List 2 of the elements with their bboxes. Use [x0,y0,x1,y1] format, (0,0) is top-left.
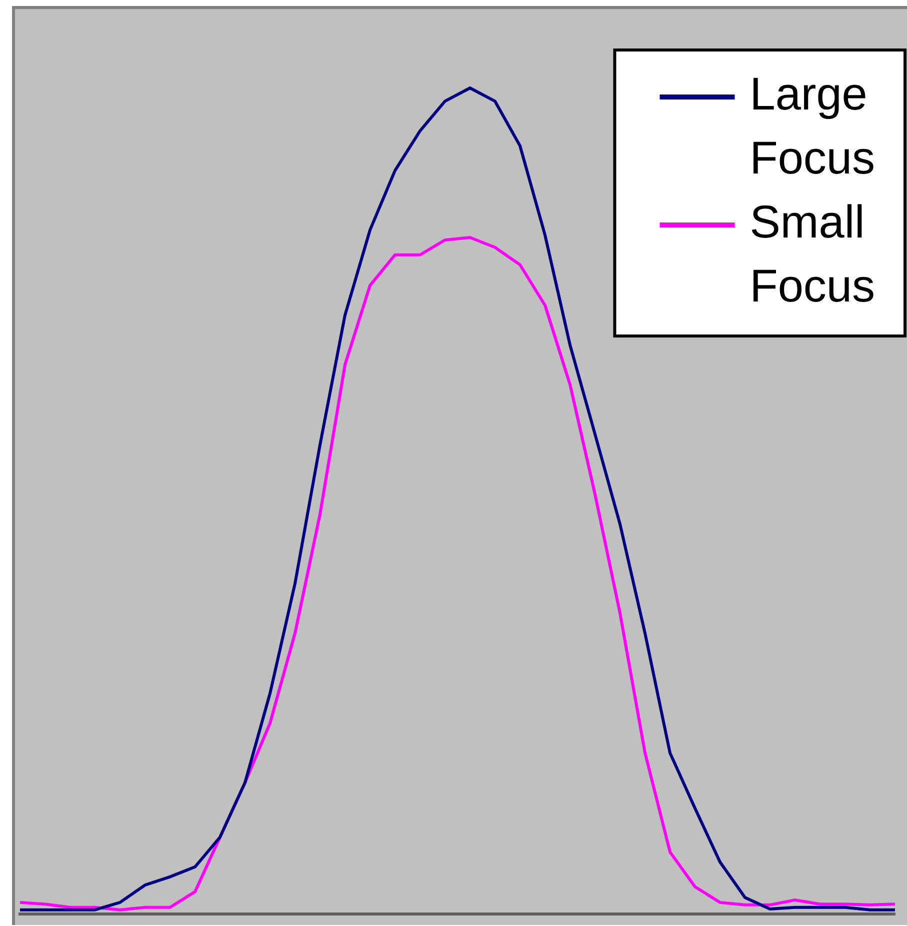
legend-label: Large Focus [750,68,875,184]
legend-label: Small Focus [750,196,875,312]
